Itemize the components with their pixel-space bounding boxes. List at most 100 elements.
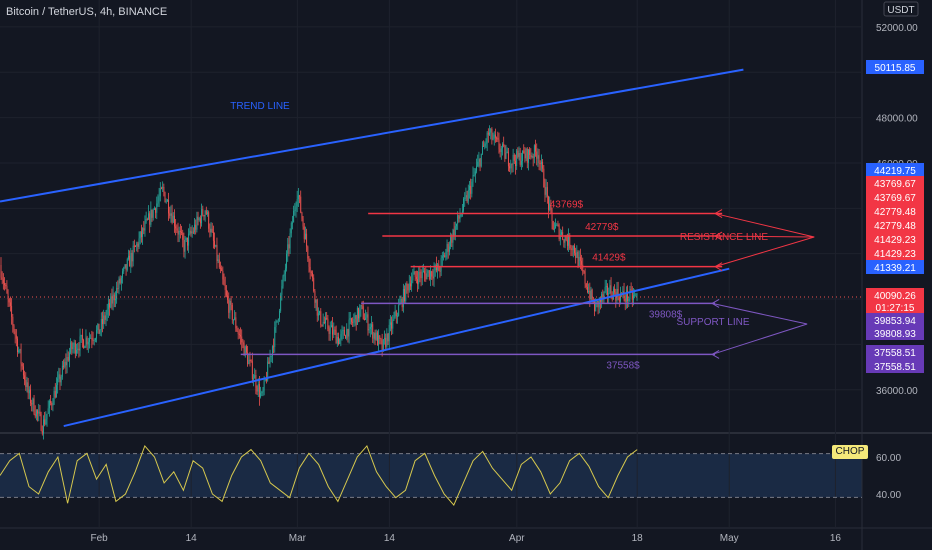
candle-body [512,154,514,165]
candle-body [340,334,342,340]
candle-body [538,155,540,164]
candle-body [446,244,448,252]
candle-body [245,346,247,353]
chop-line [0,444,638,507]
candle-body [194,224,195,232]
candle-body [64,361,66,367]
price-label-box [866,232,924,246]
candle-body [262,390,264,393]
candle-body [142,228,144,237]
candle-body [70,342,72,353]
candle-body [566,240,568,246]
candle-body [594,301,595,312]
candle-body [41,430,43,434]
candle-body [336,336,338,344]
price-label-box [866,204,924,218]
candle-body [628,298,630,301]
candle-body [293,210,295,223]
candle-body [172,215,174,223]
candle-body [208,212,210,229]
candle-body [195,224,197,230]
time-axis-tick: Mar [289,533,307,544]
candle-body [546,187,548,197]
candle-body [40,413,42,431]
candle-body [294,209,296,211]
candle-body [550,203,552,210]
candle-body [553,228,555,230]
candle-body [233,319,234,321]
candle-body [216,245,218,262]
candle-body [571,248,573,251]
candle-body [205,210,207,215]
candle-body [20,349,22,364]
chop-indicator-label[interactable]: CHOP [832,445,868,459]
candle-body [263,379,265,391]
candle-body [164,192,166,203]
candle-body [466,195,468,202]
candle-body [94,338,96,340]
candle-body [504,145,506,159]
candle-body [425,273,427,280]
candle-body [630,289,632,291]
candle-body [487,132,489,135]
candle-body [552,220,554,230]
candle-body [143,228,145,231]
candle-body [281,286,283,295]
support-level-label: 37558$ [606,360,640,371]
candle-body [145,219,147,223]
candle-body [491,128,493,140]
price-label: 42779.48 [874,207,916,218]
candle-body [247,352,249,365]
candle-body [444,255,446,258]
candle-body [182,232,184,240]
candle-body [485,143,487,145]
candle-body [528,149,529,163]
trend-line-upper [0,68,744,203]
candle-body [224,285,226,290]
price-label: 41429.23 [874,235,916,246]
candle-body [631,290,633,300]
candle-body [484,143,486,147]
candle-body [576,251,578,258]
candle-body [136,243,138,247]
candle-body [583,271,585,273]
candle-body [223,279,225,286]
candle-body [116,287,118,300]
candle-body [126,259,128,270]
candle-body [570,248,572,250]
candle-body [635,294,637,296]
candle-body [83,339,85,349]
candle-body [276,320,278,322]
candle-body [122,271,123,278]
candle-body [175,226,177,229]
candle-body [309,266,311,272]
candle-body [113,294,115,301]
candle-body [479,159,481,167]
candle-body [516,150,518,167]
candle-body [502,144,503,149]
candle-body [275,321,277,328]
candle-body [170,213,172,216]
candle-body [411,280,413,287]
candle-body [198,218,200,220]
candle-body [211,228,213,232]
price-label-box [866,326,924,340]
candle-body [81,334,83,340]
candle-body [32,398,34,405]
candle-body [421,271,423,279]
candle-body [57,378,59,386]
candle-body [618,297,620,302]
candle-body [474,171,476,175]
candle-body [181,231,182,233]
candle-body [7,293,9,299]
candle-body [333,329,335,335]
candle-body [74,342,76,354]
candle-body [531,156,533,158]
candle-body [56,385,57,398]
candle-body [432,276,434,279]
candle-body [155,208,157,213]
candle-body [422,271,424,273]
candle-body [157,200,159,204]
candle-body [186,237,188,246]
